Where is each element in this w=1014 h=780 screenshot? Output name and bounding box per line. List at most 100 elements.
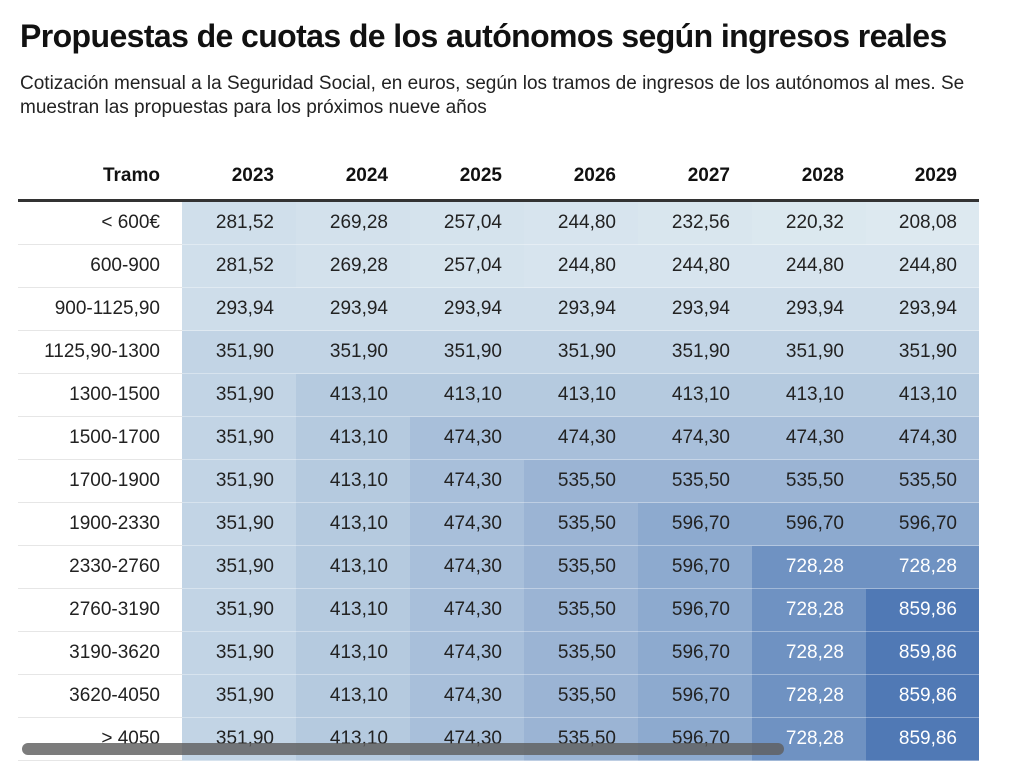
- table-cell: 474,30: [410, 502, 524, 546]
- table-cell: 413,10: [752, 373, 866, 417]
- table-cell: 535,50: [524, 631, 638, 675]
- table-cell: 244,80: [752, 244, 866, 288]
- table-cell: 293,94: [524, 287, 638, 331]
- table-cell: 257,04: [410, 244, 524, 288]
- table-cell: 413,10: [296, 631, 410, 675]
- table-cell: 208,08: [866, 200, 979, 245]
- column-header-2023: 2023: [182, 153, 296, 202]
- table-body: < 600€ 281,52 269,28 257,04 244,80 232,56 220,…: [18, 200, 979, 761]
- table-row: 3620-4050 351,90 413,10 474,30 535,50 596,70 7…: [18, 674, 979, 718]
- table-cell: 413,10: [296, 674, 410, 718]
- table-cell: 244,80: [866, 244, 979, 288]
- table-cell: 535,50: [638, 459, 752, 503]
- row-label: 1300-1500: [18, 373, 182, 417]
- table-cell: 351,90: [182, 674, 296, 718]
- row-label: 2760-3190: [18, 588, 182, 632]
- table-cell: 351,90: [182, 416, 296, 460]
- row-label: 1900-2330: [18, 502, 182, 546]
- table-cell: 413,10: [296, 588, 410, 632]
- table-row: 600-900 281,52 269,28 257,04 244,80 244,80 244…: [18, 244, 979, 288]
- row-label: 2330-2760: [18, 545, 182, 589]
- table-cell: 351,90: [182, 545, 296, 589]
- table-cell: 474,30: [752, 416, 866, 460]
- table-cell: 535,50: [524, 459, 638, 503]
- table-cell: 281,52: [182, 244, 296, 288]
- row-label: 3190-3620: [18, 631, 182, 675]
- table-row: 900-1125,90 293,94 293,94 293,94 293,94 293,9…: [18, 287, 979, 331]
- table-cell: 728,28: [866, 545, 979, 589]
- table-cell: 474,30: [410, 588, 524, 632]
- row-label: 1125,90-1300: [18, 330, 182, 374]
- table-cell: 596,70: [752, 502, 866, 546]
- chart-title: Propuestas de cuotas de los autónomos se…: [20, 18, 947, 54]
- table-row: 1125,90-1300 351,90 351,90 351,90 351,90 351,…: [18, 330, 979, 374]
- table-cell: 413,10: [410, 373, 524, 417]
- table-cell: 535,50: [524, 502, 638, 546]
- table-cell: 413,10: [296, 416, 410, 460]
- column-header-2025: 2025: [410, 153, 524, 202]
- table-row: 1500-1700 351,90 413,10 474,30 474,30 474,30 4…: [18, 416, 979, 460]
- table-cell: 859,86: [866, 674, 979, 718]
- table-cell: 351,90: [182, 330, 296, 374]
- table-cell: 244,80: [524, 244, 638, 288]
- column-header-2028: 2028: [752, 153, 866, 202]
- table-cell: 535,50: [524, 674, 638, 718]
- table-cell: 351,90: [866, 330, 979, 374]
- table-cell: 413,10: [296, 502, 410, 546]
- table-cell: 293,94: [296, 287, 410, 331]
- table-cell: 474,30: [410, 545, 524, 589]
- table-cell: 596,70: [638, 502, 752, 546]
- table-cell: 351,90: [182, 459, 296, 503]
- table-cell: 728,28: [752, 545, 866, 589]
- horizontal-scrollbar[interactable]: [22, 743, 784, 755]
- column-header-2024: 2024: [296, 153, 410, 202]
- table-cell: 293,94: [638, 287, 752, 331]
- table-cell: 351,90: [638, 330, 752, 374]
- table-cell: 351,90: [182, 373, 296, 417]
- table-cell: 351,90: [182, 588, 296, 632]
- table-cell: 293,94: [410, 287, 524, 331]
- table-cell: 413,10: [638, 373, 752, 417]
- table-cell: 596,70: [638, 631, 752, 675]
- row-label: 1500-1700: [18, 416, 182, 460]
- table-cell: 474,30: [410, 416, 524, 460]
- table-cell: 220,32: [752, 200, 866, 245]
- chart-subtitle: Cotización mensual a la Seguridad Social…: [20, 73, 965, 118]
- table-cell: 257,04: [410, 200, 524, 245]
- table-cell: 859,86: [866, 631, 979, 675]
- row-header: Tramo: [18, 153, 182, 202]
- table-cell: 351,90: [524, 330, 638, 374]
- table-cell: 596,70: [638, 588, 752, 632]
- table-cell: 413,10: [296, 459, 410, 503]
- table-cell: 413,10: [524, 373, 638, 417]
- table-cell: 596,70: [638, 674, 752, 718]
- table-cell: 728,28: [752, 631, 866, 675]
- table-cell: 474,30: [866, 416, 979, 460]
- table-cell: 859,86: [866, 588, 979, 632]
- table-cell: 413,10: [866, 373, 979, 417]
- row-label: 1700-1900: [18, 459, 182, 503]
- table-row: 2760-3190 351,90 413,10 474,30 535,50 596,70 7…: [18, 588, 979, 632]
- row-label: 600-900: [18, 244, 182, 288]
- table-cell: 269,28: [296, 244, 410, 288]
- table-cell: 281,52: [182, 200, 296, 245]
- table-cell: 474,30: [410, 674, 524, 718]
- table-cell: 859,86: [866, 717, 979, 761]
- column-header-2027: 2027: [638, 153, 752, 202]
- table-row: 1700-1900 351,90 413,10 474,30 535,50 535,50 5…: [18, 459, 979, 503]
- table-cell: 596,70: [866, 502, 979, 546]
- table-cell: 596,70: [638, 545, 752, 589]
- table-cell: 293,94: [182, 287, 296, 331]
- table-cell: 728,28: [752, 674, 866, 718]
- table-cell: 728,28: [752, 588, 866, 632]
- table-cell: 413,10: [296, 373, 410, 417]
- table-cell: 474,30: [410, 459, 524, 503]
- table-cell: 232,56: [638, 200, 752, 245]
- table-cell: 351,90: [182, 502, 296, 546]
- table-cell: 474,30: [410, 631, 524, 675]
- table-cell: 535,50: [524, 545, 638, 589]
- table-cell: 474,30: [524, 416, 638, 460]
- table-row: 2330-2760 351,90 413,10 474,30 535,50 596,70 7…: [18, 545, 979, 589]
- table-cell: 293,94: [866, 287, 979, 331]
- table-row: 3190-3620 351,90 413,10 474,30 535,50 596,70 7…: [18, 631, 979, 675]
